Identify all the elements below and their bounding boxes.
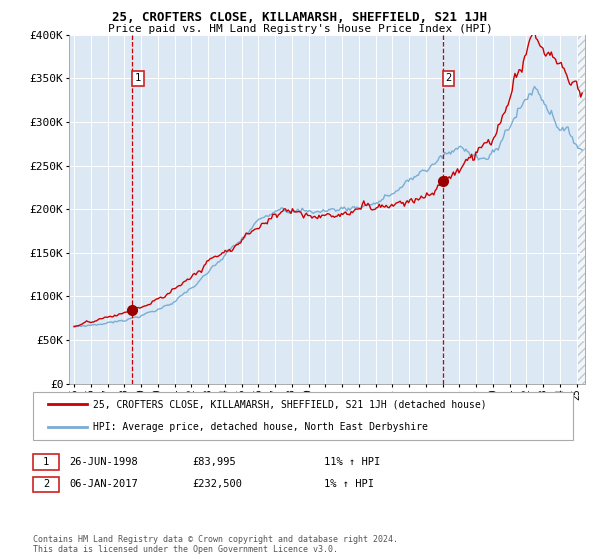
Text: 2: 2 [43,479,49,489]
Text: 25, CROFTERS CLOSE, KILLAMARSH, SHEFFIELD, S21 1JH: 25, CROFTERS CLOSE, KILLAMARSH, SHEFFIEL… [113,11,487,24]
Text: 1: 1 [135,73,141,83]
Text: 25, CROFTERS CLOSE, KILLAMARSH, SHEFFIELD, S21 1JH (detached house): 25, CROFTERS CLOSE, KILLAMARSH, SHEFFIEL… [93,399,487,409]
Text: 11% ↑ HPI: 11% ↑ HPI [324,457,380,467]
Text: HPI: Average price, detached house, North East Derbyshire: HPI: Average price, detached house, Nort… [93,422,428,432]
Text: £83,995: £83,995 [192,457,236,467]
Text: 2: 2 [445,73,452,83]
Text: Contains HM Land Registry data © Crown copyright and database right 2024.
This d: Contains HM Land Registry data © Crown c… [33,535,398,554]
Text: 1: 1 [43,457,49,467]
Text: £232,500: £232,500 [192,479,242,489]
Text: 06-JAN-2017: 06-JAN-2017 [69,479,138,489]
Text: Price paid vs. HM Land Registry's House Price Index (HPI): Price paid vs. HM Land Registry's House … [107,24,493,34]
Text: 26-JUN-1998: 26-JUN-1998 [69,457,138,467]
Text: 1% ↑ HPI: 1% ↑ HPI [324,479,374,489]
Bar [577,35,600,384]
